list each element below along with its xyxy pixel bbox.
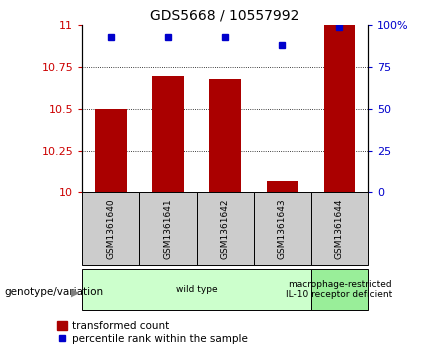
Text: ▶: ▶: [71, 287, 80, 297]
Bar: [139, 192, 197, 265]
Bar: [311, 269, 368, 310]
Text: GSM1361644: GSM1361644: [335, 199, 344, 259]
Bar: [95, 109, 126, 192]
Bar: [82, 192, 139, 265]
Text: wild type: wild type: [176, 285, 217, 294]
Text: GSM1361641: GSM1361641: [164, 198, 172, 259]
Text: macrophage-restricted
IL-10 receptor deficient: macrophage-restricted IL-10 receptor def…: [286, 280, 393, 299]
Title: GDS5668 / 10557992: GDS5668 / 10557992: [151, 9, 300, 23]
Bar: [82, 269, 311, 310]
Bar: [197, 192, 254, 265]
Text: GSM1361642: GSM1361642: [221, 199, 229, 259]
Bar: [152, 76, 184, 192]
Bar: [267, 181, 298, 192]
Bar: [254, 192, 311, 265]
Text: genotype/variation: genotype/variation: [4, 287, 103, 297]
Legend: transformed count, percentile rank within the sample: transformed count, percentile rank withi…: [57, 321, 248, 344]
Text: GSM1361643: GSM1361643: [278, 198, 287, 259]
Text: GSM1361640: GSM1361640: [107, 198, 115, 259]
Bar: [210, 79, 241, 192]
Bar: [324, 25, 355, 192]
Bar: [311, 192, 368, 265]
